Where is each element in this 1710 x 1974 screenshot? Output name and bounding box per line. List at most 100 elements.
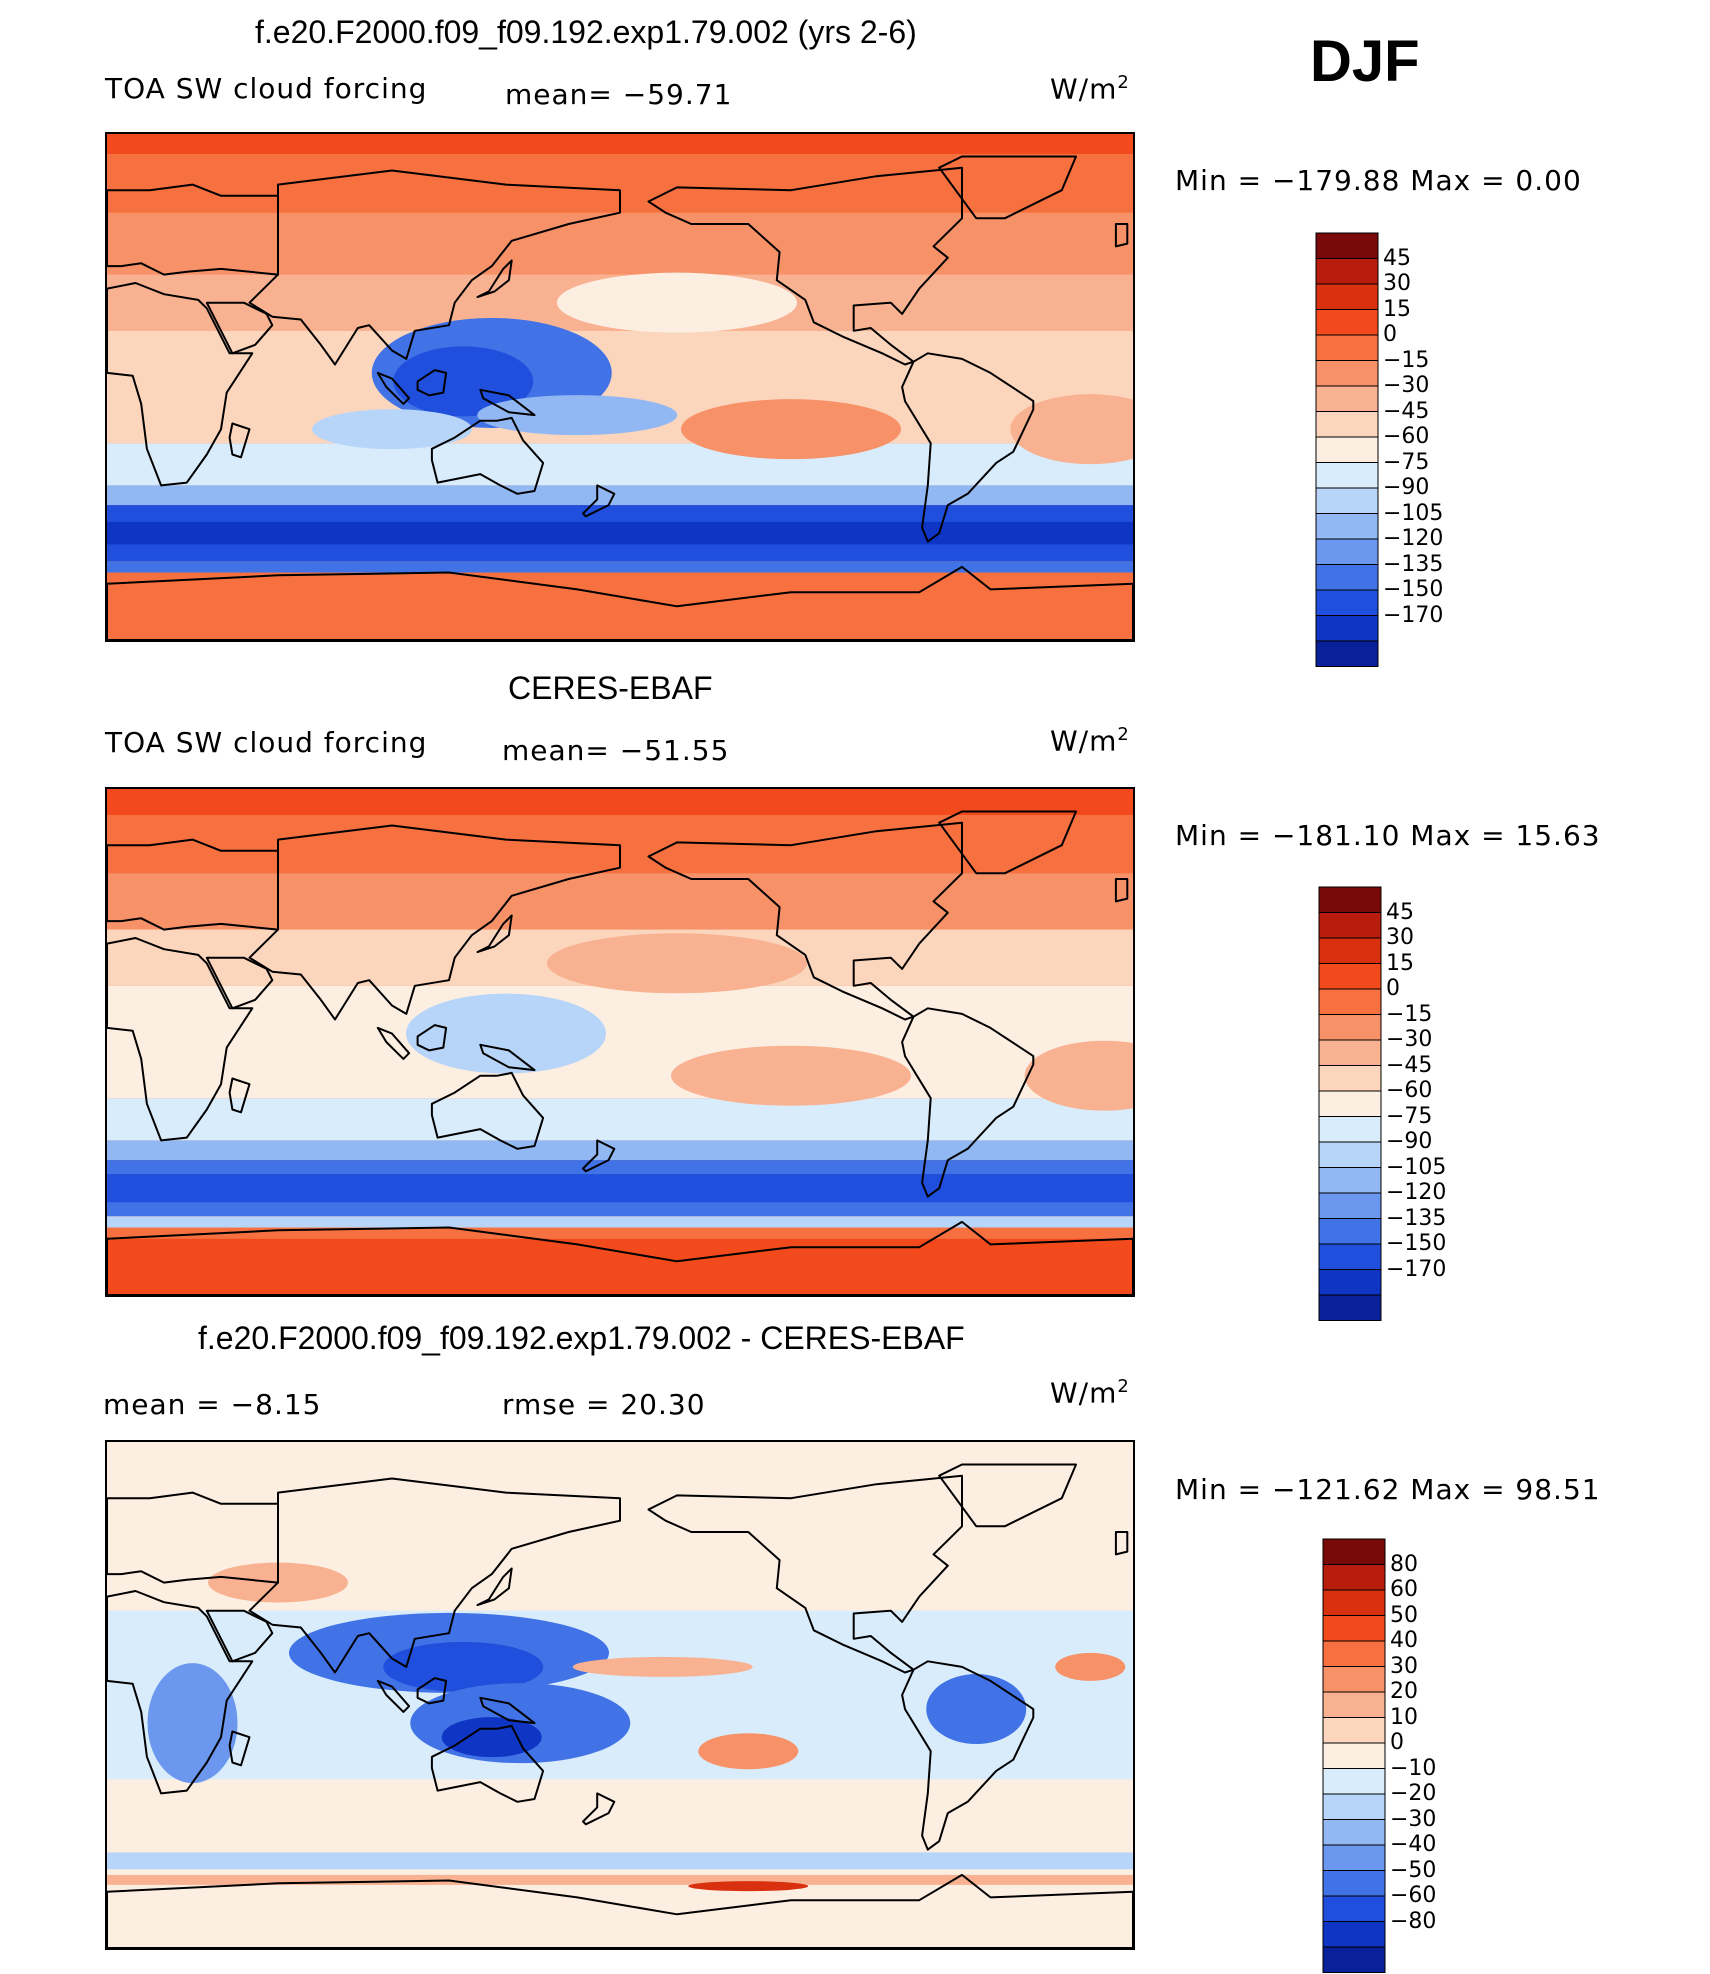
colorbar-label: −30: [1386, 1027, 1433, 1052]
colorbar-swatch: [1315, 360, 1379, 387]
panel-3-map: [105, 1440, 1135, 1950]
colorbar-swatch: [1322, 1921, 1386, 1948]
colorbar-swatch: [1315, 283, 1379, 310]
colorbar-label: −120: [1386, 1180, 1447, 1205]
colorbar-label: 30: [1383, 271, 1411, 296]
colorbar-label: 15: [1386, 950, 1414, 976]
colorbar-swatch: [1318, 963, 1382, 990]
colorbar-swatch: [1318, 1065, 1382, 1092]
panel-2-variable: TOA SW cloud forcing: [105, 726, 428, 759]
colorbar-swatch: [1318, 1269, 1382, 1296]
colorbar-swatch: [1318, 1116, 1382, 1143]
colorbar-swatch: [1318, 1014, 1382, 1041]
colorbar-swatch: [1315, 436, 1379, 463]
colorbar-swatch: [1322, 1615, 1386, 1642]
colorbar-swatch: [1315, 564, 1379, 591]
colorbar-label: −75: [1386, 1103, 1433, 1129]
colorbar-label: −60: [1386, 1078, 1433, 1103]
colorbar-swatch: [1318, 912, 1382, 939]
panel-2-minmax: Min = −181.10 Max = 15.63: [1175, 819, 1601, 852]
colorbar-swatch: [1315, 513, 1379, 540]
colorbar-label: 0: [1383, 322, 1397, 347]
colorbar-label: −30: [1383, 373, 1430, 398]
colorbar-swatch: [1315, 309, 1379, 336]
colorbar-swatch: [1322, 1666, 1386, 1693]
colorbar-label: −60: [1390, 1883, 1437, 1908]
panel-2-title: CERES-EBAF: [508, 670, 713, 706]
panel-3-minmax: Min = −121.62 Max = 98.51: [1175, 1473, 1601, 1506]
colorbar-swatch: [1322, 1564, 1386, 1591]
colorbar-label: −15: [1386, 1001, 1433, 1027]
colorbar-swatch: [1315, 589, 1379, 616]
colorbar-label: −150: [1386, 1231, 1447, 1256]
colorbar-label: −105: [1383, 500, 1444, 526]
colorbar-swatch: [1322, 1717, 1386, 1744]
colorbar-label: 15: [1383, 296, 1411, 322]
colorbar-label: −90: [1386, 1129, 1433, 1154]
colorbar-label: 0: [1390, 1730, 1404, 1755]
colorbar-swatch: [1322, 1768, 1386, 1795]
colorbar-label: −150: [1383, 577, 1444, 602]
colorbar-swatch: [1322, 1589, 1386, 1616]
colorbar-label: −45: [1386, 1052, 1433, 1078]
panel-1-units: W/m2: [1050, 72, 1130, 106]
colorbar-label: −170: [1383, 602, 1444, 628]
colorbar-label: −80: [1390, 1908, 1437, 1934]
colorbar-swatch: [1318, 1090, 1382, 1117]
panel-1-mean: mean= −59.71: [505, 78, 733, 111]
colorbar-label: −135: [1386, 1205, 1447, 1231]
colorbar-swatch: [1318, 886, 1382, 913]
colorbar-swatch: [1318, 1294, 1382, 1321]
colorbar-swatch: [1315, 640, 1379, 667]
season-label: DJF: [1310, 29, 1420, 94]
colorbar-swatch: [1322, 1742, 1386, 1769]
colorbar-swatch: [1322, 1844, 1386, 1871]
colorbar-label: −45: [1383, 398, 1430, 424]
colorbar-label: 40: [1390, 1628, 1418, 1653]
colorbar-swatch: [1318, 988, 1382, 1015]
colorbar-swatch: [1322, 1895, 1386, 1922]
colorbar-swatch: [1322, 1691, 1386, 1718]
panel-3-title: f.e20.F2000.f09_f09.192.exp1.79.002 - CE…: [198, 1320, 965, 1356]
colorbar-label: 0: [1386, 976, 1400, 1001]
colorbar-label: −30: [1390, 1806, 1437, 1832]
panel-2-mean: mean= −51.55: [502, 734, 730, 767]
colorbar-swatch: [1315, 385, 1379, 412]
colorbar-swatch: [1322, 1538, 1386, 1565]
colorbar-swatch: [1318, 1141, 1382, 1168]
colorbar-swatch: [1318, 937, 1382, 964]
colorbar-swatch: [1318, 1243, 1382, 1270]
colorbar-swatch: [1318, 1192, 1382, 1219]
panel-2-map: [105, 787, 1135, 1297]
colorbar-label: 30: [1386, 925, 1414, 950]
colorbar-swatch: [1322, 1640, 1386, 1667]
colorbar-swatch: [1315, 232, 1379, 259]
colorbar-swatch: [1315, 538, 1379, 565]
colorbar-swatch: [1315, 334, 1379, 361]
colorbar-label: −15: [1383, 347, 1430, 373]
panel-1-minmax: Min = −179.88 Max = 0.00: [1175, 164, 1582, 197]
panel-1-title: f.e20.F2000.f09_f09.192.exp1.79.002 (yrs…: [255, 14, 917, 50]
panel-1-map: [105, 132, 1135, 642]
panel-3-rmse: rmse = 20.30: [502, 1388, 706, 1421]
colorbar-swatch: [1315, 462, 1379, 489]
colorbar-swatch: [1315, 615, 1379, 642]
colorbar-label: −10: [1390, 1755, 1437, 1781]
colorbar-swatch: [1318, 1218, 1382, 1245]
panel-3-units: W/m2: [1050, 1376, 1130, 1410]
colorbar-label: −60: [1383, 424, 1430, 449]
colorbar-swatch: [1322, 1946, 1386, 1973]
colorbar-label: 10: [1390, 1704, 1418, 1730]
colorbar-label: 45: [1383, 245, 1411, 271]
colorbar-label: 30: [1390, 1653, 1418, 1679]
panel-1-variable: TOA SW cloud forcing: [105, 72, 428, 105]
colorbar-swatch: [1322, 1793, 1386, 1820]
colorbar-swatch: [1322, 1819, 1386, 1846]
colorbar-label: −20: [1390, 1781, 1437, 1806]
colorbar-label: −50: [1390, 1857, 1437, 1883]
colorbar-label: −105: [1386, 1154, 1447, 1180]
colorbar-swatch: [1318, 1039, 1382, 1066]
colorbar-label: −40: [1390, 1832, 1437, 1857]
colorbar-swatch: [1318, 1167, 1382, 1194]
colorbar-label: 50: [1390, 1602, 1418, 1628]
